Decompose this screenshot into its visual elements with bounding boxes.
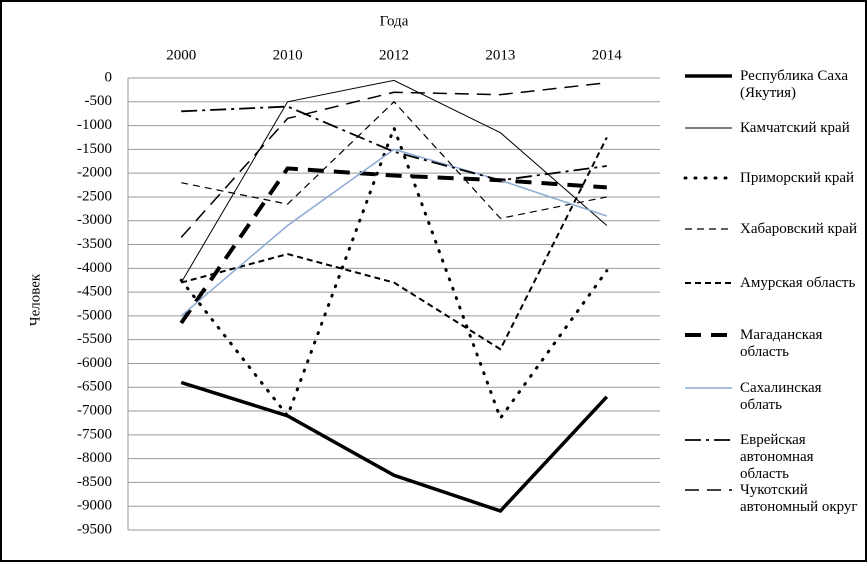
- legend-label: Республика Саха (Якутия): [740, 68, 849, 101]
- series-line: [180, 137, 608, 351]
- x-tick-label: 2010: [273, 47, 303, 63]
- y-tick-label: -7000: [77, 402, 112, 418]
- y-tick-label: -9000: [77, 498, 112, 514]
- legend-label: Камчатский край: [740, 120, 850, 136]
- y-tick-label: -2000: [77, 165, 112, 181]
- series-line: [180, 148, 608, 317]
- x-tick-label: 2014: [592, 47, 623, 63]
- legend-label: Магаданская область: [740, 327, 823, 360]
- series-line: [180, 380, 609, 513]
- legend-label: Амурская область: [740, 275, 856, 291]
- x-tick-label: 2013: [485, 47, 515, 63]
- x-tick-label: 2012: [379, 47, 409, 63]
- series-line: [180, 79, 608, 283]
- y-tick-label: -1000: [77, 117, 112, 133]
- y-tick-label: -8500: [77, 474, 112, 490]
- series-line: [180, 82, 607, 238]
- legend-label: Еврейская автономная область: [740, 432, 814, 482]
- legend-label: Приморский край: [740, 170, 855, 186]
- x-tick-label: 2000: [166, 47, 196, 63]
- y-tick-label: -5500: [77, 331, 112, 347]
- series-line: [181, 100, 607, 220]
- y-tick-label: -2500: [77, 188, 112, 204]
- y-tick-label: -5000: [77, 307, 112, 323]
- y-tick-label: -3500: [77, 236, 112, 252]
- y-tick-label: -9500: [77, 521, 112, 537]
- y-tick-label: -7500: [77, 426, 112, 442]
- y-axis-title: Человек: [27, 273, 43, 326]
- y-tick-label: -6500: [77, 379, 112, 395]
- y-tick-label: -4000: [77, 260, 112, 276]
- series-line: [179, 166, 607, 325]
- y-tick-label: -8000: [77, 450, 112, 466]
- series-line: [179, 123, 609, 422]
- legend-label: Хабаровский край: [740, 221, 857, 237]
- y-tick-label: -3000: [77, 212, 112, 228]
- y-tick-label: -4500: [77, 284, 112, 300]
- y-tick-label: -6000: [77, 355, 112, 371]
- legend-label: Чукотский автономный округ: [740, 482, 858, 515]
- y-tick-label: -500: [85, 93, 113, 109]
- y-tick-label: -1500: [77, 141, 112, 157]
- legend-label: Сахалинская облать: [740, 380, 822, 413]
- series-line: [181, 105, 607, 182]
- x-axis-title: Года: [380, 13, 409, 29]
- y-tick-label: 0: [105, 69, 113, 85]
